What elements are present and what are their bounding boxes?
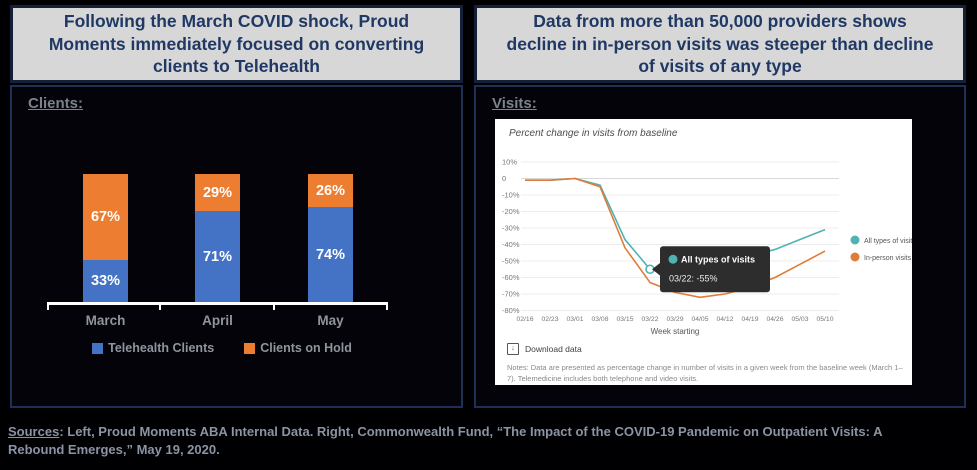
right-title-box: Data from more than 50,000 providers sho… (474, 5, 966, 83)
sources-label: Sources (8, 424, 60, 439)
legend-label: In-person visits only (864, 255, 912, 262)
legend-label: Clients on Hold (260, 341, 352, 355)
y-tick-label: 10% (502, 158, 517, 167)
axis-tick (386, 305, 388, 310)
clients-bar-chart: 67% 33% 29% 71% 26% 74% (47, 174, 388, 310)
y-tick-label: -40% (502, 240, 520, 249)
bar-segment-telehealth: 74% (308, 207, 353, 302)
x-tick-label: 05/10 (816, 316, 833, 323)
legend-label: All types of visits (864, 238, 912, 245)
sources-text: : Left, Proud Moments ABA Internal Data.… (8, 424, 882, 457)
axis-tick (273, 305, 275, 310)
legend-item: Clients on Hold (244, 341, 352, 355)
bar-segment-hold: 29% (195, 174, 240, 212)
visits-section-label: Visits: (492, 95, 537, 112)
legend-swatch (244, 342, 256, 354)
clients-panel: Clients: 67% 33% 29% 71% 26% 74% March April Ma… (10, 85, 463, 408)
download-data-button[interactable]: ↓ Download data (507, 343, 582, 355)
x-tick-label: 03/29 (666, 316, 683, 323)
download-icon: ↓ (507, 343, 519, 355)
x-tick-label: 02/16 (516, 316, 533, 323)
legend-item: Telehealth Clients (92, 341, 214, 355)
x-tick-label: 04/05 (691, 316, 708, 323)
x-tick-label: 03/08 (591, 316, 608, 323)
visits-chart-card: Percent change in visits from baseline 1… (495, 119, 912, 385)
bar-march: 67% 33% (83, 174, 128, 302)
right-title-text: Data from more than 50,000 providers sho… (506, 11, 934, 77)
x-axis-title: Week starting (651, 327, 700, 336)
bar-segment-telehealth: 33% (83, 259, 128, 302)
y-tick-label: -70% (502, 290, 520, 299)
x-tick-label: 04/12 (716, 316, 733, 323)
x-tick-label: 03/22 (641, 316, 658, 323)
legend-swatch (92, 342, 104, 354)
y-tick-label: -60% (502, 273, 520, 282)
tooltip-value: 03/22: -55% (669, 273, 718, 283)
bar-segment-hold: 67% (83, 174, 128, 260)
visits-notes: Notes: Data are presented as percentage … (507, 363, 903, 383)
x-tick-label: 05/03 (791, 316, 808, 323)
tooltip-series-dot (668, 254, 678, 264)
x-tick-label: 03/15 (616, 316, 633, 323)
clients-section-label: Clients: (28, 95, 84, 112)
y-tick-label: -10% (502, 191, 520, 200)
axis-tick (159, 305, 161, 310)
y-tick-label: -80% (502, 306, 520, 315)
x-tick-label: 02/23 (541, 316, 558, 323)
tooltip-title: All types of visits (681, 254, 755, 264)
y-tick-label: -50% (502, 257, 520, 266)
bar-chart-legend: Telehealth Clients Clients on Hold (12, 341, 432, 355)
bar-segment-telehealth: 71% (195, 211, 240, 302)
download-label: Download data (525, 344, 582, 354)
visits-chart-title: Percent change in visits from baseline (509, 128, 678, 139)
line-in-person-visits-only (525, 177, 826, 299)
visits-panel: Visits: Percent change in visits from ba… (474, 85, 966, 408)
left-title-box: Following the March COVID shock, Proud M… (10, 5, 463, 83)
x-axis-line (47, 302, 388, 305)
visits-line-chart: 10% 0 -10% -20% -30% -40% -50% -60% -70% -80%02/1… (502, 158, 912, 337)
y-tick-label: -30% (502, 224, 520, 233)
x-tick-label: 04/26 (766, 316, 783, 323)
month-label-april: April (202, 313, 233, 328)
sources-footnote: Sources: Left, Proud Moments ABA Interna… (8, 423, 924, 458)
bar-april: 29% 71% (195, 174, 240, 302)
x-tick-label: 04/19 (741, 316, 758, 323)
month-label-march: March (85, 313, 126, 328)
tooltip-arrow (652, 262, 661, 277)
month-label-may: May (317, 313, 344, 328)
legend-dot (850, 235, 860, 245)
x-tick-label: 03/01 (566, 316, 583, 323)
bar-segment-hold: 26% (308, 174, 353, 208)
legend-dot (850, 252, 860, 262)
bar-may: 26% 74% (308, 174, 353, 302)
y-tick-label: 0 (502, 174, 506, 183)
tooltip (660, 246, 770, 293)
legend-label: Telehealth Clients (108, 341, 215, 355)
axis-tick (47, 305, 49, 310)
left-title-text: Following the March COVID shock, Proud M… (48, 11, 425, 77)
y-tick-label: -20% (502, 207, 520, 216)
